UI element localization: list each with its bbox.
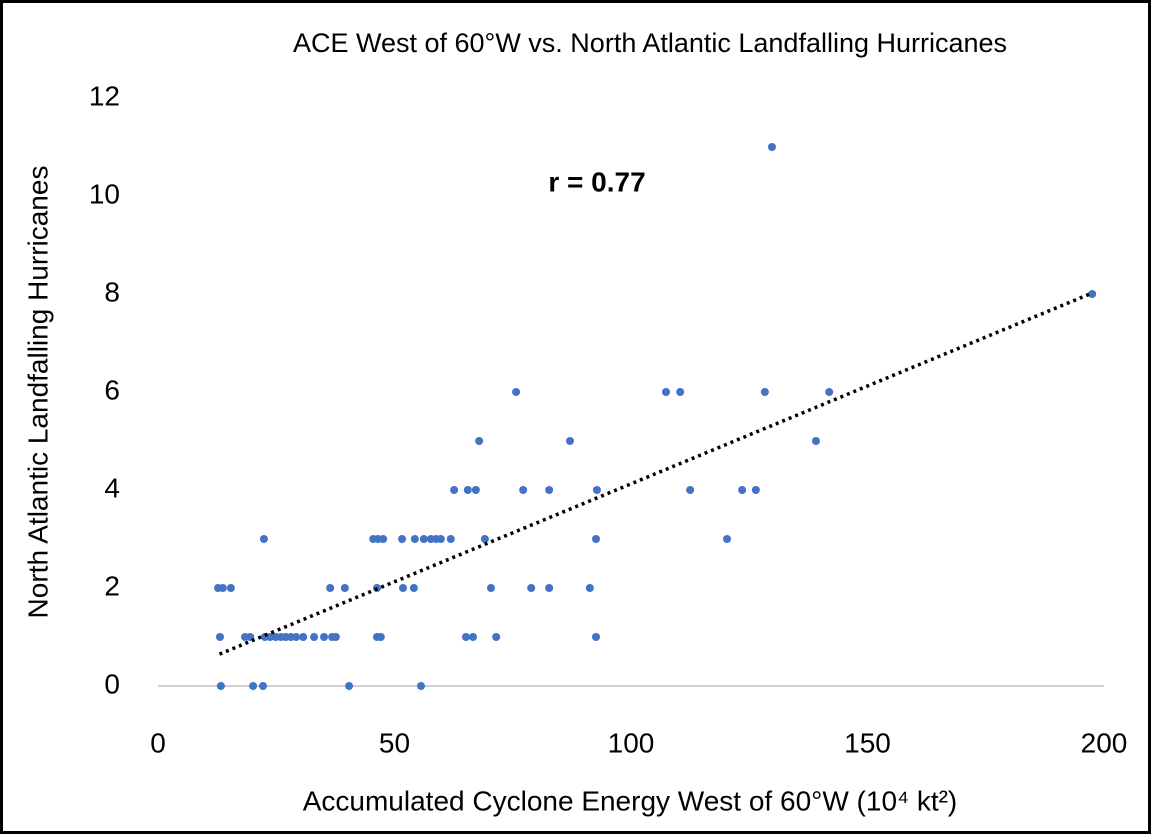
x-tick-label: 150 xyxy=(844,727,891,758)
point xyxy=(310,633,319,641)
point xyxy=(461,633,470,641)
point xyxy=(527,584,536,592)
point xyxy=(399,584,408,592)
point xyxy=(340,584,349,592)
point xyxy=(825,388,834,396)
point xyxy=(216,682,225,690)
point xyxy=(545,486,554,494)
point xyxy=(446,535,455,543)
point xyxy=(320,633,329,641)
point xyxy=(326,584,335,592)
point xyxy=(545,584,554,592)
point xyxy=(436,535,445,543)
point xyxy=(592,486,601,494)
point xyxy=(492,633,501,641)
y-tick-label: 8 xyxy=(104,276,120,307)
annotation: r = 0.77 xyxy=(548,166,645,197)
point xyxy=(292,633,301,641)
point xyxy=(591,535,600,543)
point xyxy=(218,584,227,592)
point xyxy=(1088,290,1097,298)
x-axis-label: Accumulated Cyclone Energy West of 60°W … xyxy=(303,785,958,816)
point xyxy=(410,535,419,543)
x-tick-label: 200 xyxy=(1081,727,1128,758)
point xyxy=(331,633,340,641)
point xyxy=(409,584,418,592)
point xyxy=(738,486,747,494)
point xyxy=(662,388,671,396)
point xyxy=(585,584,594,592)
y-tick-label: 0 xyxy=(104,668,120,699)
point xyxy=(469,633,478,641)
point xyxy=(565,437,574,445)
point xyxy=(471,486,480,494)
point xyxy=(299,633,308,641)
point xyxy=(419,535,428,543)
x-tick-label: 100 xyxy=(608,727,655,758)
point xyxy=(345,682,354,690)
x-tick-label: 50 xyxy=(379,727,410,758)
point xyxy=(398,535,407,543)
point xyxy=(215,633,224,641)
point xyxy=(512,388,521,396)
point xyxy=(259,535,268,543)
point xyxy=(379,535,388,543)
point xyxy=(760,388,769,396)
point xyxy=(723,535,732,543)
chart-title: ACE West of 60°W vs. North Atlantic Land… xyxy=(293,28,1007,58)
point xyxy=(416,682,425,690)
point xyxy=(486,584,495,592)
point xyxy=(463,486,472,494)
point xyxy=(767,143,776,151)
point xyxy=(676,388,685,396)
point xyxy=(811,437,820,445)
point xyxy=(450,486,459,494)
point xyxy=(266,633,275,641)
point xyxy=(751,486,760,494)
point xyxy=(376,633,385,641)
y-tick-label: 12 xyxy=(89,80,120,111)
y-tick-label: 2 xyxy=(104,570,120,601)
point xyxy=(259,682,268,690)
point xyxy=(475,437,484,445)
x-tick-label: 0 xyxy=(150,727,166,758)
point xyxy=(480,535,489,543)
y-tick-label: 6 xyxy=(104,374,120,405)
point xyxy=(686,486,695,494)
y-tick-label: 4 xyxy=(104,472,120,503)
y-tick-label: 10 xyxy=(89,178,120,209)
trendline xyxy=(218,292,1091,656)
point xyxy=(591,633,600,641)
point xyxy=(249,682,258,690)
y-axis-label: North Atlantic Landfalling Hurricanes xyxy=(22,166,53,619)
point xyxy=(519,486,528,494)
point xyxy=(226,584,235,592)
